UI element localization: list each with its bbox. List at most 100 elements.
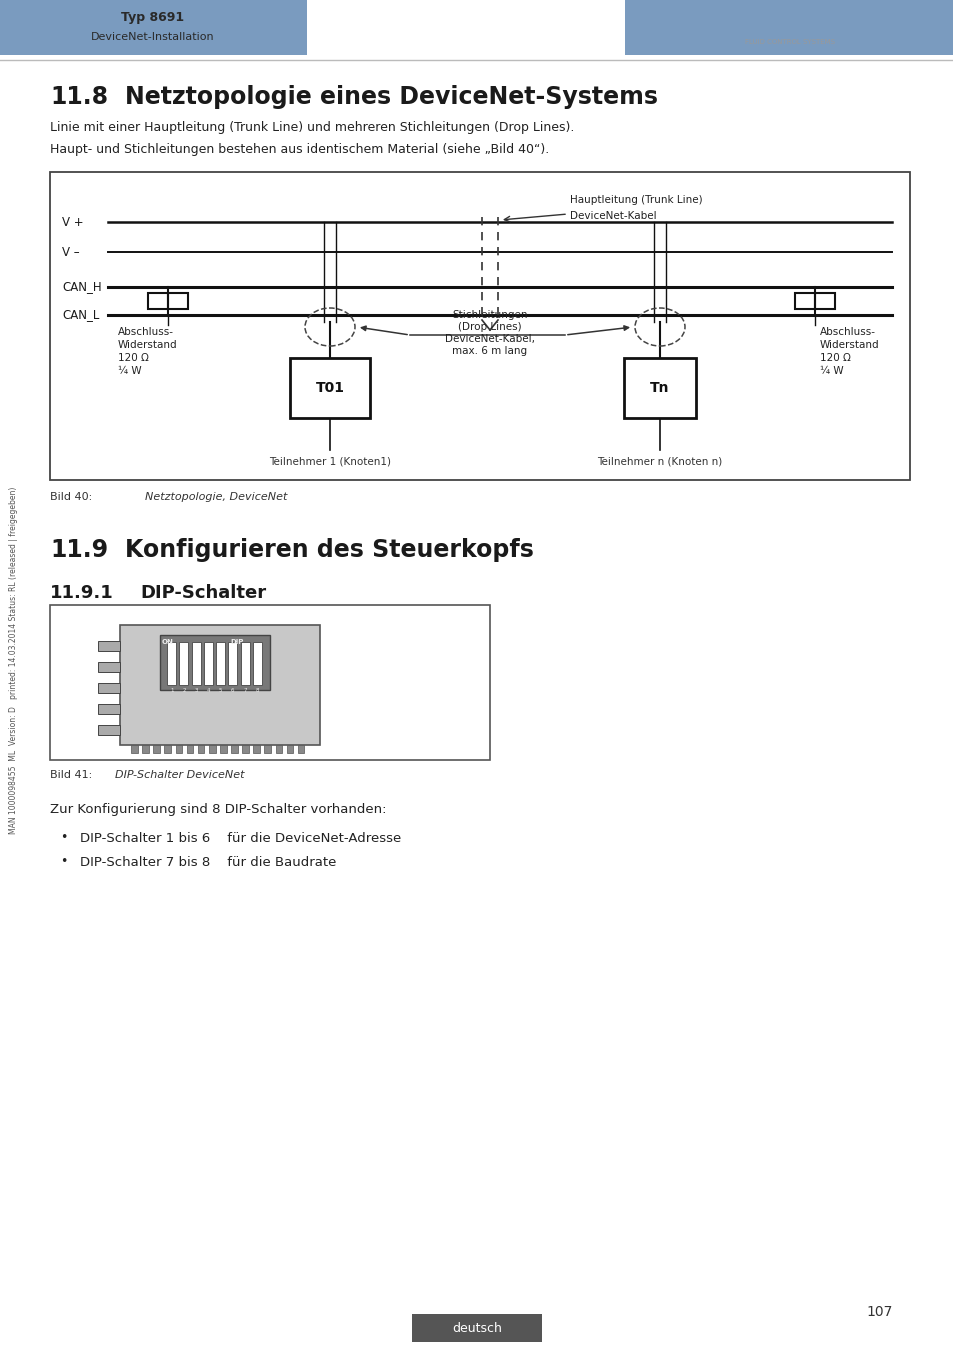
Bar: [192, 643, 200, 684]
Bar: [50, 171, 909, 481]
Text: DIP-Schalter 1 bis 6    für die DeviceNet-Adresse: DIP-Schalter 1 bis 6 für die DeviceNet-A…: [80, 832, 401, 845]
Bar: [98, 725, 120, 734]
Bar: [131, 745, 137, 753]
Text: Widerstand: Widerstand: [820, 340, 879, 350]
Text: Zur Konfigurierung sind 8 DIP-Schalter vorhanden:: Zur Konfigurierung sind 8 DIP-Schalter v…: [50, 803, 386, 817]
Bar: [142, 745, 149, 753]
Bar: [664, 16, 668, 20]
Bar: [98, 703, 120, 714]
Bar: [240, 643, 250, 684]
Bar: [231, 745, 237, 753]
Text: 6: 6: [231, 688, 234, 693]
Text: •: •: [60, 856, 68, 868]
Text: Bild 41:: Bild 41:: [50, 769, 92, 780]
Text: MAN 1000098455  ML  Version: D   printed: 14.03.2014 Status: RL (released | frei: MAN 1000098455 ML Version: D printed: 14…: [10, 486, 18, 834]
Text: Stichleitungen: Stichleitungen: [452, 310, 527, 320]
Text: Netztopologie, DeviceNet: Netztopologie, DeviceNet: [145, 491, 287, 502]
Text: Konfigurieren des Steuerkopfs: Konfigurieren des Steuerkopfs: [125, 539, 534, 562]
Text: Teilnehmer 1 (Knoten1): Teilnehmer 1 (Knoten1): [269, 458, 391, 467]
Text: deutsch: deutsch: [452, 1322, 501, 1335]
Bar: [290, 358, 370, 418]
Text: Linie mit einer Hauptleitung (Trunk Line) und mehreren Stichleitungen (Drop Line: Linie mit einer Hauptleitung (Trunk Line…: [50, 122, 574, 135]
Bar: [98, 641, 120, 651]
Text: •: •: [60, 832, 68, 845]
Bar: [179, 643, 189, 684]
Bar: [216, 643, 225, 684]
Bar: [286, 745, 293, 753]
Text: (Drop Lines): (Drop Lines): [457, 323, 521, 332]
Bar: [228, 643, 237, 684]
Text: ON: ON: [162, 639, 173, 645]
Text: DeviceNet-Installation: DeviceNet-Installation: [91, 32, 214, 42]
Text: Tn: Tn: [650, 381, 669, 396]
Bar: [204, 643, 213, 684]
Text: FLUID CONTROL SYSTEMS: FLUID CONTROL SYSTEMS: [744, 39, 834, 45]
Bar: [160, 634, 270, 690]
Bar: [98, 683, 120, 693]
Text: 11.9: 11.9: [50, 539, 108, 562]
Text: 11.8: 11.8: [50, 85, 108, 109]
Text: T01: T01: [315, 381, 344, 396]
Text: DIP-Schalter 7 bis 8    für die Baudrate: DIP-Schalter 7 bis 8 für die Baudrate: [80, 856, 336, 868]
Bar: [187, 745, 193, 753]
Bar: [794, 293, 834, 309]
Bar: [0, 0, 307, 55]
Text: 107: 107: [866, 1305, 892, 1319]
Text: Netztopologie eines DeviceNet-Systems: Netztopologie eines DeviceNet-Systems: [125, 85, 658, 109]
Bar: [164, 745, 171, 753]
Text: 4: 4: [207, 688, 210, 693]
Bar: [167, 643, 176, 684]
Text: CAN_H: CAN_H: [62, 281, 102, 293]
Bar: [264, 745, 271, 753]
Text: ¼ W: ¼ W: [118, 366, 141, 377]
Bar: [175, 745, 182, 753]
Text: 11.9.1: 11.9.1: [50, 585, 113, 602]
Text: bürkert: bürkert: [745, 12, 833, 32]
Text: DeviceNet-Kabel,: DeviceNet-Kabel,: [444, 333, 535, 344]
Bar: [197, 745, 204, 753]
Bar: [253, 643, 261, 684]
Text: 5: 5: [218, 688, 222, 693]
Text: ¼ W: ¼ W: [820, 366, 842, 377]
Text: 1: 1: [170, 688, 173, 693]
Text: max. 6 m lang: max. 6 m lang: [452, 346, 527, 356]
Text: 2: 2: [182, 688, 186, 693]
Bar: [98, 662, 120, 672]
Text: Hauptleitung (Trunk Line): Hauptleitung (Trunk Line): [569, 194, 702, 205]
Text: CAN_L: CAN_L: [62, 309, 99, 321]
Text: DIP-Schalter: DIP-Schalter: [140, 585, 266, 602]
Text: Haupt- und Stichleitungen bestehen aus identischem Material (siehe „Bild 40“).: Haupt- und Stichleitungen bestehen aus i…: [50, 143, 549, 157]
Bar: [50, 605, 490, 760]
Bar: [679, 16, 682, 20]
Bar: [623, 358, 696, 418]
Text: 120 Ω: 120 Ω: [118, 352, 149, 363]
Text: V +: V +: [62, 216, 84, 228]
Bar: [688, 15, 710, 18]
Text: 7: 7: [243, 688, 247, 693]
Bar: [624, 0, 953, 55]
Text: V –: V –: [62, 246, 79, 258]
Bar: [297, 745, 304, 753]
Bar: [153, 745, 160, 753]
Text: Bild 40:: Bild 40:: [50, 491, 92, 502]
Text: DIP-Schalter DeviceNet: DIP-Schalter DeviceNet: [115, 769, 244, 780]
Text: Teilnehmer n (Knoten n): Teilnehmer n (Knoten n): [597, 458, 721, 467]
Bar: [148, 293, 188, 309]
Bar: [242, 745, 249, 753]
Text: Abschluss-: Abschluss-: [118, 327, 173, 338]
Text: 3: 3: [194, 688, 197, 693]
Text: DeviceNet-Kabel: DeviceNet-Kabel: [569, 211, 656, 221]
Text: 8: 8: [255, 688, 259, 693]
Text: DIP: DIP: [230, 639, 243, 645]
Bar: [220, 745, 227, 753]
Bar: [253, 745, 260, 753]
Text: Abschluss-: Abschluss-: [820, 327, 875, 338]
Text: 120 Ω: 120 Ω: [820, 352, 850, 363]
Text: Typ 8691: Typ 8691: [121, 11, 184, 23]
Bar: [275, 745, 282, 753]
Bar: [671, 16, 676, 20]
Bar: [209, 745, 215, 753]
Text: Widerstand: Widerstand: [118, 340, 177, 350]
Bar: [120, 625, 319, 745]
Bar: [412, 1314, 541, 1342]
